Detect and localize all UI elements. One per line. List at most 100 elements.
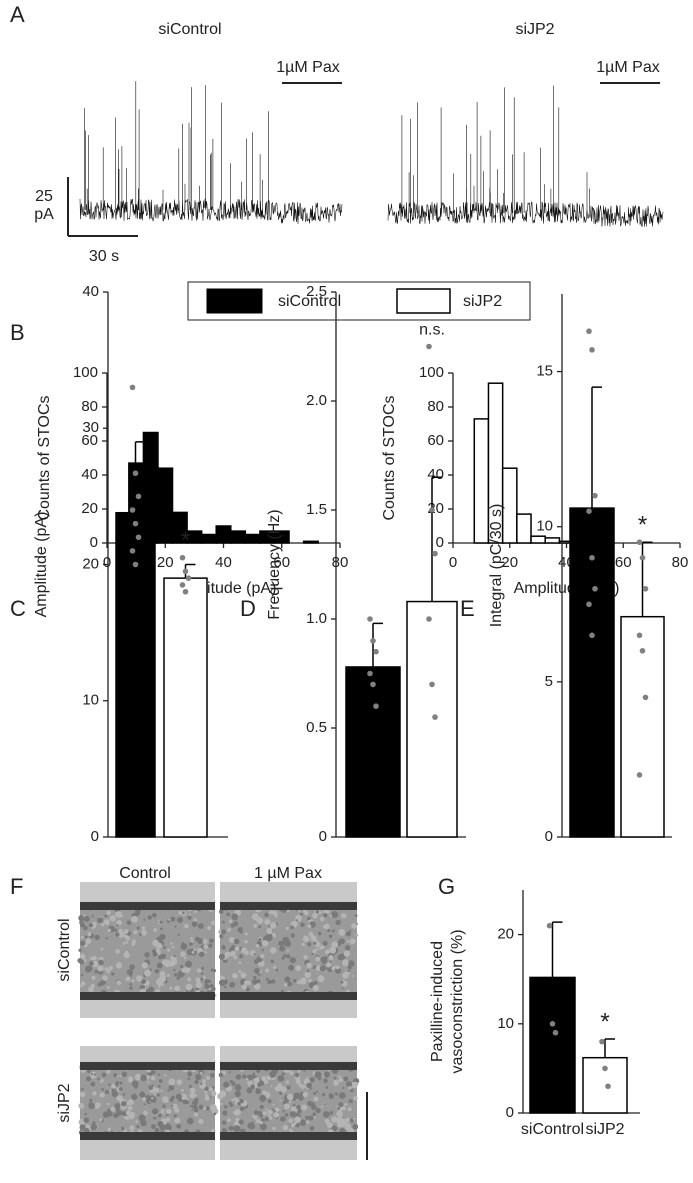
texture: [266, 927, 273, 935]
y-tick-label: 20: [497, 926, 514, 943]
texture: [84, 1112, 87, 1116]
texture: [176, 976, 180, 980]
texture: [229, 981, 236, 988]
texture: [174, 973, 178, 977]
texture: [307, 942, 312, 947]
trace-title: siJP2: [515, 21, 554, 38]
texture: [95, 1102, 101, 1108]
texture: [341, 987, 344, 990]
texture: [355, 933, 359, 937]
data-point: [589, 347, 595, 353]
texture: [328, 955, 334, 961]
histogram-bar: [516, 513, 532, 544]
data-point: [546, 922, 553, 929]
texture: [264, 1116, 270, 1122]
texture: [290, 921, 296, 927]
texture: [347, 1107, 352, 1112]
y-tick-label: 10: [536, 518, 553, 535]
texture: [99, 1118, 103, 1122]
texture: [92, 955, 97, 961]
texture: [228, 1071, 231, 1074]
texture: [351, 1081, 358, 1089]
y-tick-label: 0: [319, 828, 327, 845]
texture: [295, 965, 302, 972]
texture: [129, 1125, 135, 1131]
x-tick-label: 60: [615, 554, 632, 571]
data-point: [592, 585, 598, 592]
texture: [223, 1081, 230, 1088]
texture: [313, 941, 317, 945]
texture: [144, 1095, 152, 1102]
texture: [238, 954, 244, 959]
texture: [255, 1088, 262, 1095]
texture: [337, 1106, 341, 1110]
texture: [79, 920, 84, 925]
texture: [191, 921, 198, 928]
texture: [227, 927, 232, 932]
texture: [174, 1107, 180, 1113]
texture: [201, 966, 205, 970]
error-bar: [551, 921, 563, 978]
row-label: siJP2: [56, 1083, 73, 1122]
texture: [332, 929, 335, 933]
texture: [317, 931, 322, 936]
texture: [234, 1084, 242, 1091]
texture: [261, 1076, 267, 1082]
texture: [97, 917, 104, 924]
texture: [136, 926, 140, 930]
texture: [209, 1073, 215, 1078]
vessel-wall: [220, 992, 357, 1000]
panel-label: C: [10, 596, 26, 621]
texture: [188, 1084, 192, 1088]
texture: [235, 1074, 242, 1080]
x-tick-label: 60: [273, 554, 290, 571]
texture: [233, 1111, 237, 1115]
texture: [281, 1072, 285, 1076]
texture: [287, 981, 293, 987]
texture: [177, 933, 180, 936]
texture: [335, 919, 341, 926]
texture: [313, 980, 318, 985]
texture: [324, 1118, 330, 1124]
texture: [237, 1101, 241, 1106]
texture: [253, 975, 257, 980]
texture: [208, 1087, 213, 1092]
texture: [187, 1071, 193, 1077]
texture: [190, 936, 193, 940]
texture: [110, 1130, 113, 1133]
y-tick-label: 20: [82, 555, 99, 572]
texture: [257, 1111, 263, 1116]
texture: [111, 1088, 116, 1094]
texture: [312, 1112, 316, 1116]
data-point: [367, 670, 373, 677]
texture: [294, 1116, 301, 1124]
texture: [114, 928, 118, 932]
panel-label: F: [10, 874, 23, 899]
texture: [290, 1106, 296, 1112]
texture: [338, 938, 345, 945]
texture: [140, 929, 147, 936]
texture: [94, 969, 99, 974]
texture: [283, 953, 287, 958]
texture: [123, 952, 130, 959]
texture: [312, 912, 318, 919]
texture: [274, 1107, 280, 1113]
x-tick-label: 20: [501, 554, 518, 571]
texture: [237, 926, 244, 933]
texture: [311, 1103, 316, 1108]
texture: [221, 929, 227, 935]
data-point: [586, 601, 592, 608]
data-point: [373, 703, 379, 709]
texture: [319, 947, 322, 950]
texture: [79, 984, 83, 988]
texture: [173, 1114, 178, 1118]
texture: [349, 929, 352, 932]
texture: [221, 920, 225, 924]
texture: [115, 1106, 120, 1112]
texture: [195, 982, 202, 989]
vessel-wall: [220, 1062, 357, 1070]
texture: [109, 915, 116, 922]
y-axis-title: Counts of STOCs: [381, 395, 398, 520]
texture: [282, 940, 289, 946]
texture: [174, 1117, 181, 1124]
